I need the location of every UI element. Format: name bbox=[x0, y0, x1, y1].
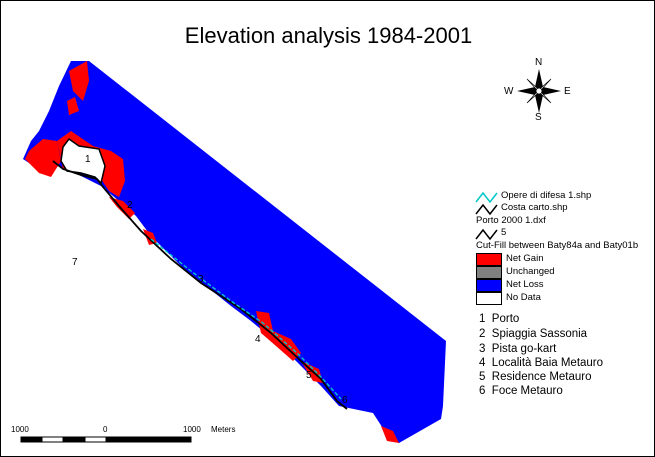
place-item-1: 1 Porto bbox=[479, 313, 520, 325]
place-item-4: 4 Località Baia Metauro bbox=[479, 357, 604, 369]
place-item-5: 5 Residence Metauro bbox=[479, 371, 592, 383]
swatch-net-gain bbox=[476, 253, 502, 266]
map-label-4: 4 bbox=[255, 334, 261, 345]
legend-no-data: No Data bbox=[506, 292, 541, 303]
legend-raster-title: Cut-Fill between Baty84a and Baty01b bbox=[476, 240, 639, 251]
swatch-unchanged bbox=[476, 266, 502, 279]
scalebar-left-label: 1000 bbox=[11, 425, 29, 434]
legend-5-label: 5 bbox=[501, 227, 507, 238]
map-label-5: 5 bbox=[306, 370, 312, 381]
legend-net-loss: Net Loss bbox=[506, 279, 544, 290]
scalebar-unit-label: Meters bbox=[211, 425, 236, 434]
place-item-6: 6 Foce Metauro bbox=[479, 385, 563, 397]
map-label-7: 7 bbox=[72, 257, 78, 268]
legend-porto-label: Porto 2000 1.dxf bbox=[476, 215, 546, 226]
legend-coast-label: Costa carto.shp bbox=[501, 202, 568, 213]
scalebar-right-label: 1000 bbox=[183, 425, 201, 434]
swatch-no-data bbox=[476, 292, 502, 305]
legend-line-5 bbox=[475, 228, 498, 241]
legend-unchanged: Unchanged bbox=[506, 266, 555, 277]
defense-works bbox=[150, 238, 342, 400]
compass-n: N bbox=[535, 57, 543, 68]
map-label-2: 2 bbox=[127, 200, 133, 211]
map-label-1: 1 bbox=[85, 154, 91, 165]
scalebar bbox=[20, 436, 192, 443]
legend-defense-label: Opere di difesa 1.shp bbox=[501, 190, 592, 201]
place-item-3: 3 Pista go-kart bbox=[479, 343, 557, 355]
swatch-net-loss bbox=[476, 279, 502, 292]
legend-line-defense bbox=[475, 191, 498, 204]
legend-line-coast bbox=[475, 203, 498, 216]
compass-e: E bbox=[564, 86, 571, 97]
map-label-6: 6 bbox=[342, 395, 348, 406]
map-label-3: 3 bbox=[198, 274, 204, 285]
net-loss-area bbox=[23, 61, 446, 443]
compass-s: S bbox=[535, 112, 542, 123]
compass-rose bbox=[517, 69, 561, 113]
map-title: Elevation analysis 1984-2001 bbox=[184, 23, 473, 48]
legend-net-gain: Net Gain bbox=[506, 253, 544, 264]
coastline bbox=[52, 160, 348, 410]
scalebar-mid-label: 0 bbox=[103, 425, 108, 434]
compass-w: W bbox=[504, 86, 514, 97]
place-item-2: 2 Spiaggia Sassonia bbox=[479, 328, 588, 340]
